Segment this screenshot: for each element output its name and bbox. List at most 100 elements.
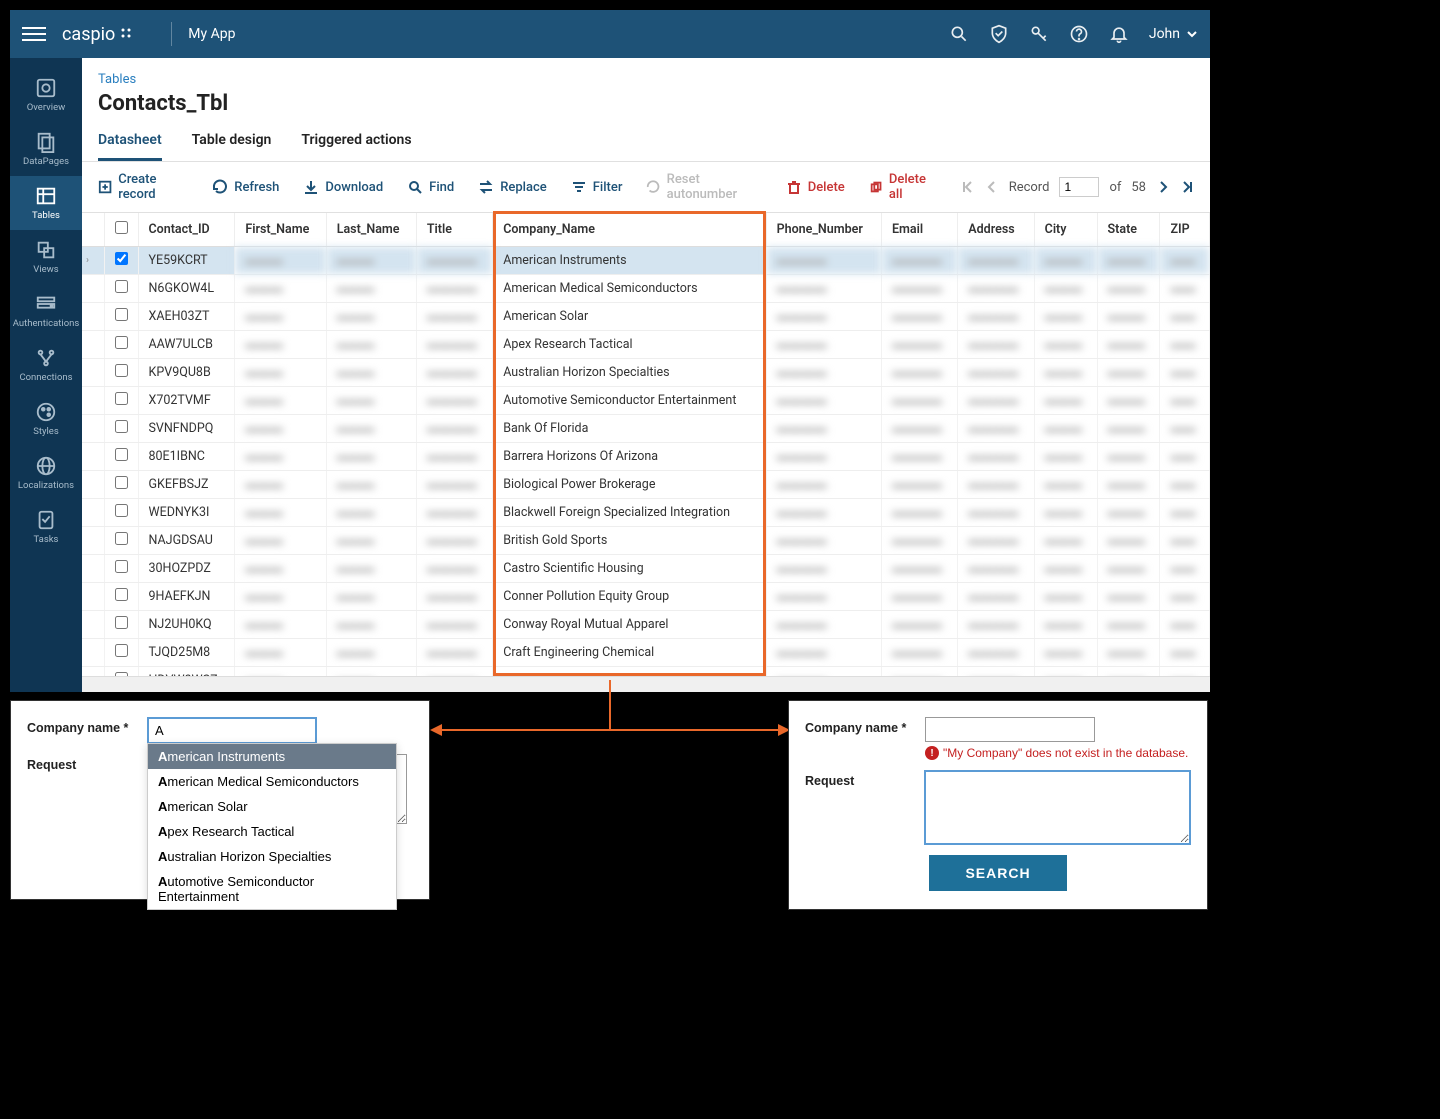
row-checkbox[interactable] xyxy=(115,364,128,377)
table-row[interactable]: 30HOZPDZ▬▬▬▬▬▬▬▬▬▬Castro Scientific Hous… xyxy=(82,555,1210,583)
row-checkbox[interactable] xyxy=(115,308,128,321)
expand-row-icon[interactable] xyxy=(82,639,104,667)
delete-all-button[interactable]: Delete all xyxy=(869,172,937,202)
expand-row-icon[interactable] xyxy=(82,611,104,639)
expand-row-icon[interactable] xyxy=(82,387,104,415)
next-page-icon[interactable] xyxy=(1156,180,1170,194)
sidebar-item-styles[interactable]: Styles xyxy=(10,392,82,446)
row-checkbox[interactable] xyxy=(115,420,128,433)
delete-button[interactable]: Delete xyxy=(786,179,845,195)
row-checkbox[interactable] xyxy=(115,672,128,676)
autocomplete-item[interactable]: Apex Research Tactical xyxy=(148,819,396,844)
autocomplete-item[interactable]: Automotive Semiconductor Entertainment xyxy=(148,869,396,909)
table-row[interactable]: WEDNYK3I▬▬▬▬▬▬▬▬▬▬Blackwell Foreign Spec… xyxy=(82,499,1210,527)
row-checkbox[interactable] xyxy=(115,588,128,601)
table-row[interactable]: N6GKOW4L▬▬▬▬▬▬▬▬▬▬American Medical Semic… xyxy=(82,275,1210,303)
sidebar-item-tasks[interactable]: Tasks xyxy=(10,500,82,554)
table-row[interactable]: 80E1IBNC▬▬▬▬▬▬▬▬▬▬Barrera Horizons Of Ar… xyxy=(82,443,1210,471)
table-row[interactable]: NAJGDSAU▬▬▬▬▬▬▬▬▬▬British Gold Sports▬▬▬… xyxy=(82,527,1210,555)
shield-icon[interactable] xyxy=(989,24,1009,44)
expand-row-icon[interactable] xyxy=(82,359,104,387)
col-header-First_Name[interactable]: First_Name xyxy=(235,213,326,247)
sidebar-item-datapages[interactable]: DataPages xyxy=(10,122,82,176)
sidebar-item-authentications[interactable]: Authentications xyxy=(10,284,82,338)
create-record-button[interactable]: Create record xyxy=(98,172,188,202)
user-menu[interactable]: John xyxy=(1149,26,1198,42)
table-row[interactable]: 9HAEFKJN▬▬▬▬▬▬▬▬▬▬Conner Pollution Equit… xyxy=(82,583,1210,611)
table-row[interactable]: NJ2UH0KQ▬▬▬▬▬▬▬▬▬▬Conway Royal Mutual Ap… xyxy=(82,611,1210,639)
col-header-Phone_Number[interactable]: Phone_Number xyxy=(766,213,881,247)
search-icon[interactable] xyxy=(949,24,969,44)
expand-row-icon[interactable] xyxy=(82,415,104,443)
table-row[interactable]: GKEFBSJZ▬▬▬▬▬▬▬▬▬▬Biological Power Broke… xyxy=(82,471,1210,499)
expand-row-icon[interactable]: › xyxy=(82,247,104,275)
table-row[interactable]: TJQD25M8▬▬▬▬▬▬▬▬▬▬Craft Engineering Chem… xyxy=(82,639,1210,667)
expand-row-icon[interactable] xyxy=(82,527,104,555)
caspio-logo[interactable]: caspio xyxy=(62,24,135,45)
sidebar-item-overview[interactable]: Overview xyxy=(10,68,82,122)
col-header-State[interactable]: State xyxy=(1097,213,1160,247)
col-header-ZIP[interactable]: ZIP xyxy=(1160,213,1210,247)
expand-row-icon[interactable] xyxy=(82,555,104,583)
table-row[interactable]: XAEH03ZT▬▬▬▬▬▬▬▬▬▬American Solar▬▬▬▬▬▬▬▬… xyxy=(82,303,1210,331)
autocomplete-item[interactable]: Australian Horizon Specialties xyxy=(148,844,396,869)
expand-row-icon[interactable] xyxy=(82,303,104,331)
find-button[interactable]: Find xyxy=(407,179,454,195)
company-input[interactable] xyxy=(147,717,317,744)
key-icon[interactable] xyxy=(1029,24,1049,44)
col-header-Email[interactable]: Email xyxy=(881,213,957,247)
filter-button[interactable]: Filter xyxy=(571,179,623,195)
prev-page-icon[interactable] xyxy=(985,180,999,194)
hamburger-menu[interactable] xyxy=(22,22,46,46)
col-header-Contact_ID[interactable]: Contact_ID xyxy=(138,213,235,247)
row-checkbox[interactable] xyxy=(115,616,128,629)
pager-input[interactable] xyxy=(1059,177,1099,197)
row-checkbox[interactable] xyxy=(115,644,128,657)
breadcrumb-tables[interactable]: Tables xyxy=(98,72,136,87)
table-row[interactable]: KPV9QU8B▬▬▬▬▬▬▬▬▬▬Australian Horizon Spe… xyxy=(82,359,1210,387)
request-textarea[interactable] xyxy=(924,770,1191,845)
sidebar-item-localizations[interactable]: Localizations xyxy=(10,446,82,500)
row-checkbox[interactable] xyxy=(115,280,128,293)
refresh-button[interactable]: Refresh xyxy=(212,179,279,195)
row-checkbox[interactable] xyxy=(115,252,128,265)
app-name[interactable]: My App xyxy=(188,26,235,42)
row-checkbox[interactable] xyxy=(115,532,128,545)
expand-row-icon[interactable] xyxy=(82,275,104,303)
autocomplete-item[interactable]: American Medical Semiconductors xyxy=(148,769,396,794)
replace-button[interactable]: Replace xyxy=(478,179,547,195)
search-button[interactable]: SEARCH xyxy=(929,855,1066,891)
expand-row-icon[interactable] xyxy=(82,443,104,471)
expand-row-icon[interactable] xyxy=(82,667,104,677)
row-checkbox[interactable] xyxy=(115,336,128,349)
autocomplete-item[interactable]: American Instruments xyxy=(148,744,396,769)
table-row[interactable]: ›YE59KCRT▬▬▬▬▬▬▬▬▬▬American Instruments▬… xyxy=(82,247,1210,275)
expand-row-icon[interactable] xyxy=(82,583,104,611)
bell-icon[interactable] xyxy=(1109,24,1129,44)
row-checkbox[interactable] xyxy=(115,448,128,461)
row-checkbox[interactable] xyxy=(115,392,128,405)
col-header-City[interactable]: City xyxy=(1034,213,1097,247)
last-page-icon[interactable] xyxy=(1180,180,1194,194)
table-row[interactable]: HDVW0WSZ▬▬▬▬▬▬▬▬▬▬Cryodynamics▬▬▬▬▬▬▬▬▬▬… xyxy=(82,667,1210,677)
tab-triggered-actions[interactable]: Triggered actions xyxy=(301,124,411,161)
company-input[interactable] xyxy=(925,717,1095,742)
autocomplete-item[interactable]: American Solar xyxy=(148,794,396,819)
col-header-Title[interactable]: Title xyxy=(416,213,492,247)
tab-datasheet[interactable]: Datasheet xyxy=(98,124,162,161)
row-checkbox[interactable] xyxy=(115,560,128,573)
row-checkbox[interactable] xyxy=(115,476,128,489)
expand-row-icon[interactable] xyxy=(82,471,104,499)
sidebar-item-tables[interactable]: Tables xyxy=(10,176,82,230)
expand-row-icon[interactable] xyxy=(82,331,104,359)
table-row[interactable]: AAW7ULCB▬▬▬▬▬▬▬▬▬▬Apex Research Tactical… xyxy=(82,331,1210,359)
sidebar-item-connections[interactable]: Connections xyxy=(10,338,82,392)
col-header-Address[interactable]: Address xyxy=(958,213,1034,247)
col-header-Company_Name[interactable]: Company_Name xyxy=(493,213,766,247)
table-row[interactable]: SVNFNDPQ▬▬▬▬▬▬▬▬▬▬Bank Of Florida▬▬▬▬▬▬▬… xyxy=(82,415,1210,443)
col-header-Last_Name[interactable]: Last_Name xyxy=(326,213,416,247)
tab-table-design[interactable]: Table design xyxy=(192,124,272,161)
help-icon[interactable] xyxy=(1069,24,1089,44)
download-button[interactable]: Download xyxy=(303,179,383,195)
expand-row-icon[interactable] xyxy=(82,499,104,527)
